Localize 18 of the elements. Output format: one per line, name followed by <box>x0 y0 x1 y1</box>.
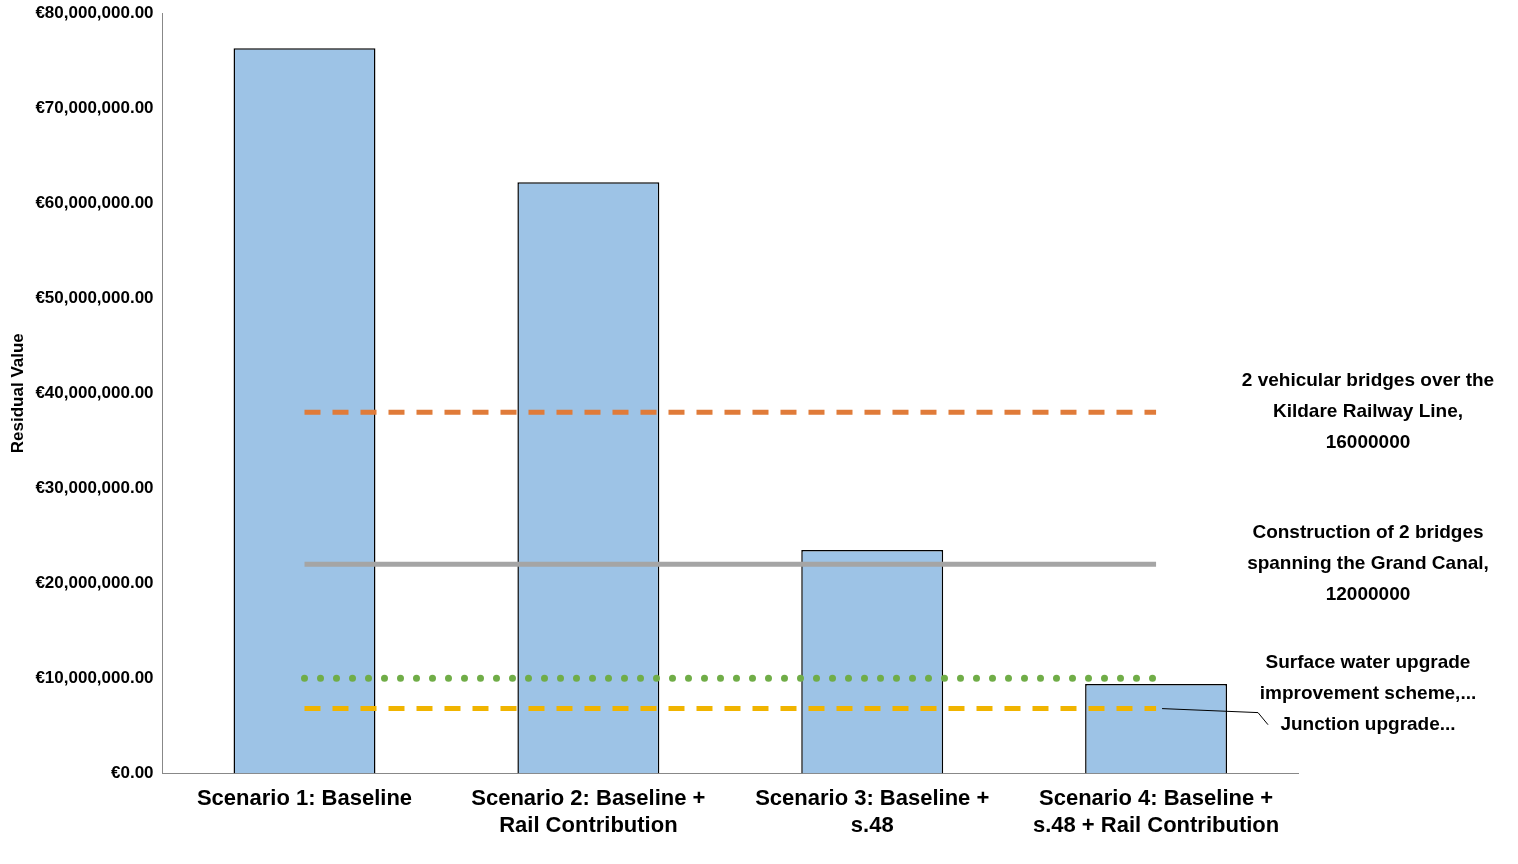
x-tick-label: Scenario 4: Baseline + s.48 + Rail Contribution <box>1032 785 1280 837</box>
y-tick-label: €60,000,000.00 <box>35 192 154 212</box>
y-axis-title: Residual Value <box>7 333 27 454</box>
x-tick-label: Scenario 3: Baseline + s.48 <box>755 785 990 837</box>
y-tick-label: €50,000,000.00 <box>35 287 154 307</box>
y-tick-label: €80,000,000.00 <box>35 2 154 22</box>
text: Construction of 2 bridges spanning the Grand Canal, 12000000 <box>1247 521 1489 605</box>
text: Surface water upgrade improvement scheme,... <box>1259 650 1477 703</box>
y-tick-label: €10,000,000.00 <box>35 667 154 687</box>
text: Junction upgrade... <box>1280 712 1456 734</box>
text: 2 vehicular bridges over the Kildare Railway Line, 16000000 <box>1241 369 1495 453</box>
x-tick-label: Scenario 1: Baseline <box>196 785 413 811</box>
y-tick-label: €40,000,000.00 <box>35 382 154 402</box>
y-tick-label: €20,000,000.00 <box>35 572 154 592</box>
y-tick-label: €30,000,000.00 <box>35 477 154 497</box>
x-tick-label: Scenario 2: Baseline + Rail Contribution <box>471 785 706 837</box>
y-tick-label: €70,000,000.00 <box>35 97 154 117</box>
y-tick-label: €0.00 <box>111 762 154 782</box>
